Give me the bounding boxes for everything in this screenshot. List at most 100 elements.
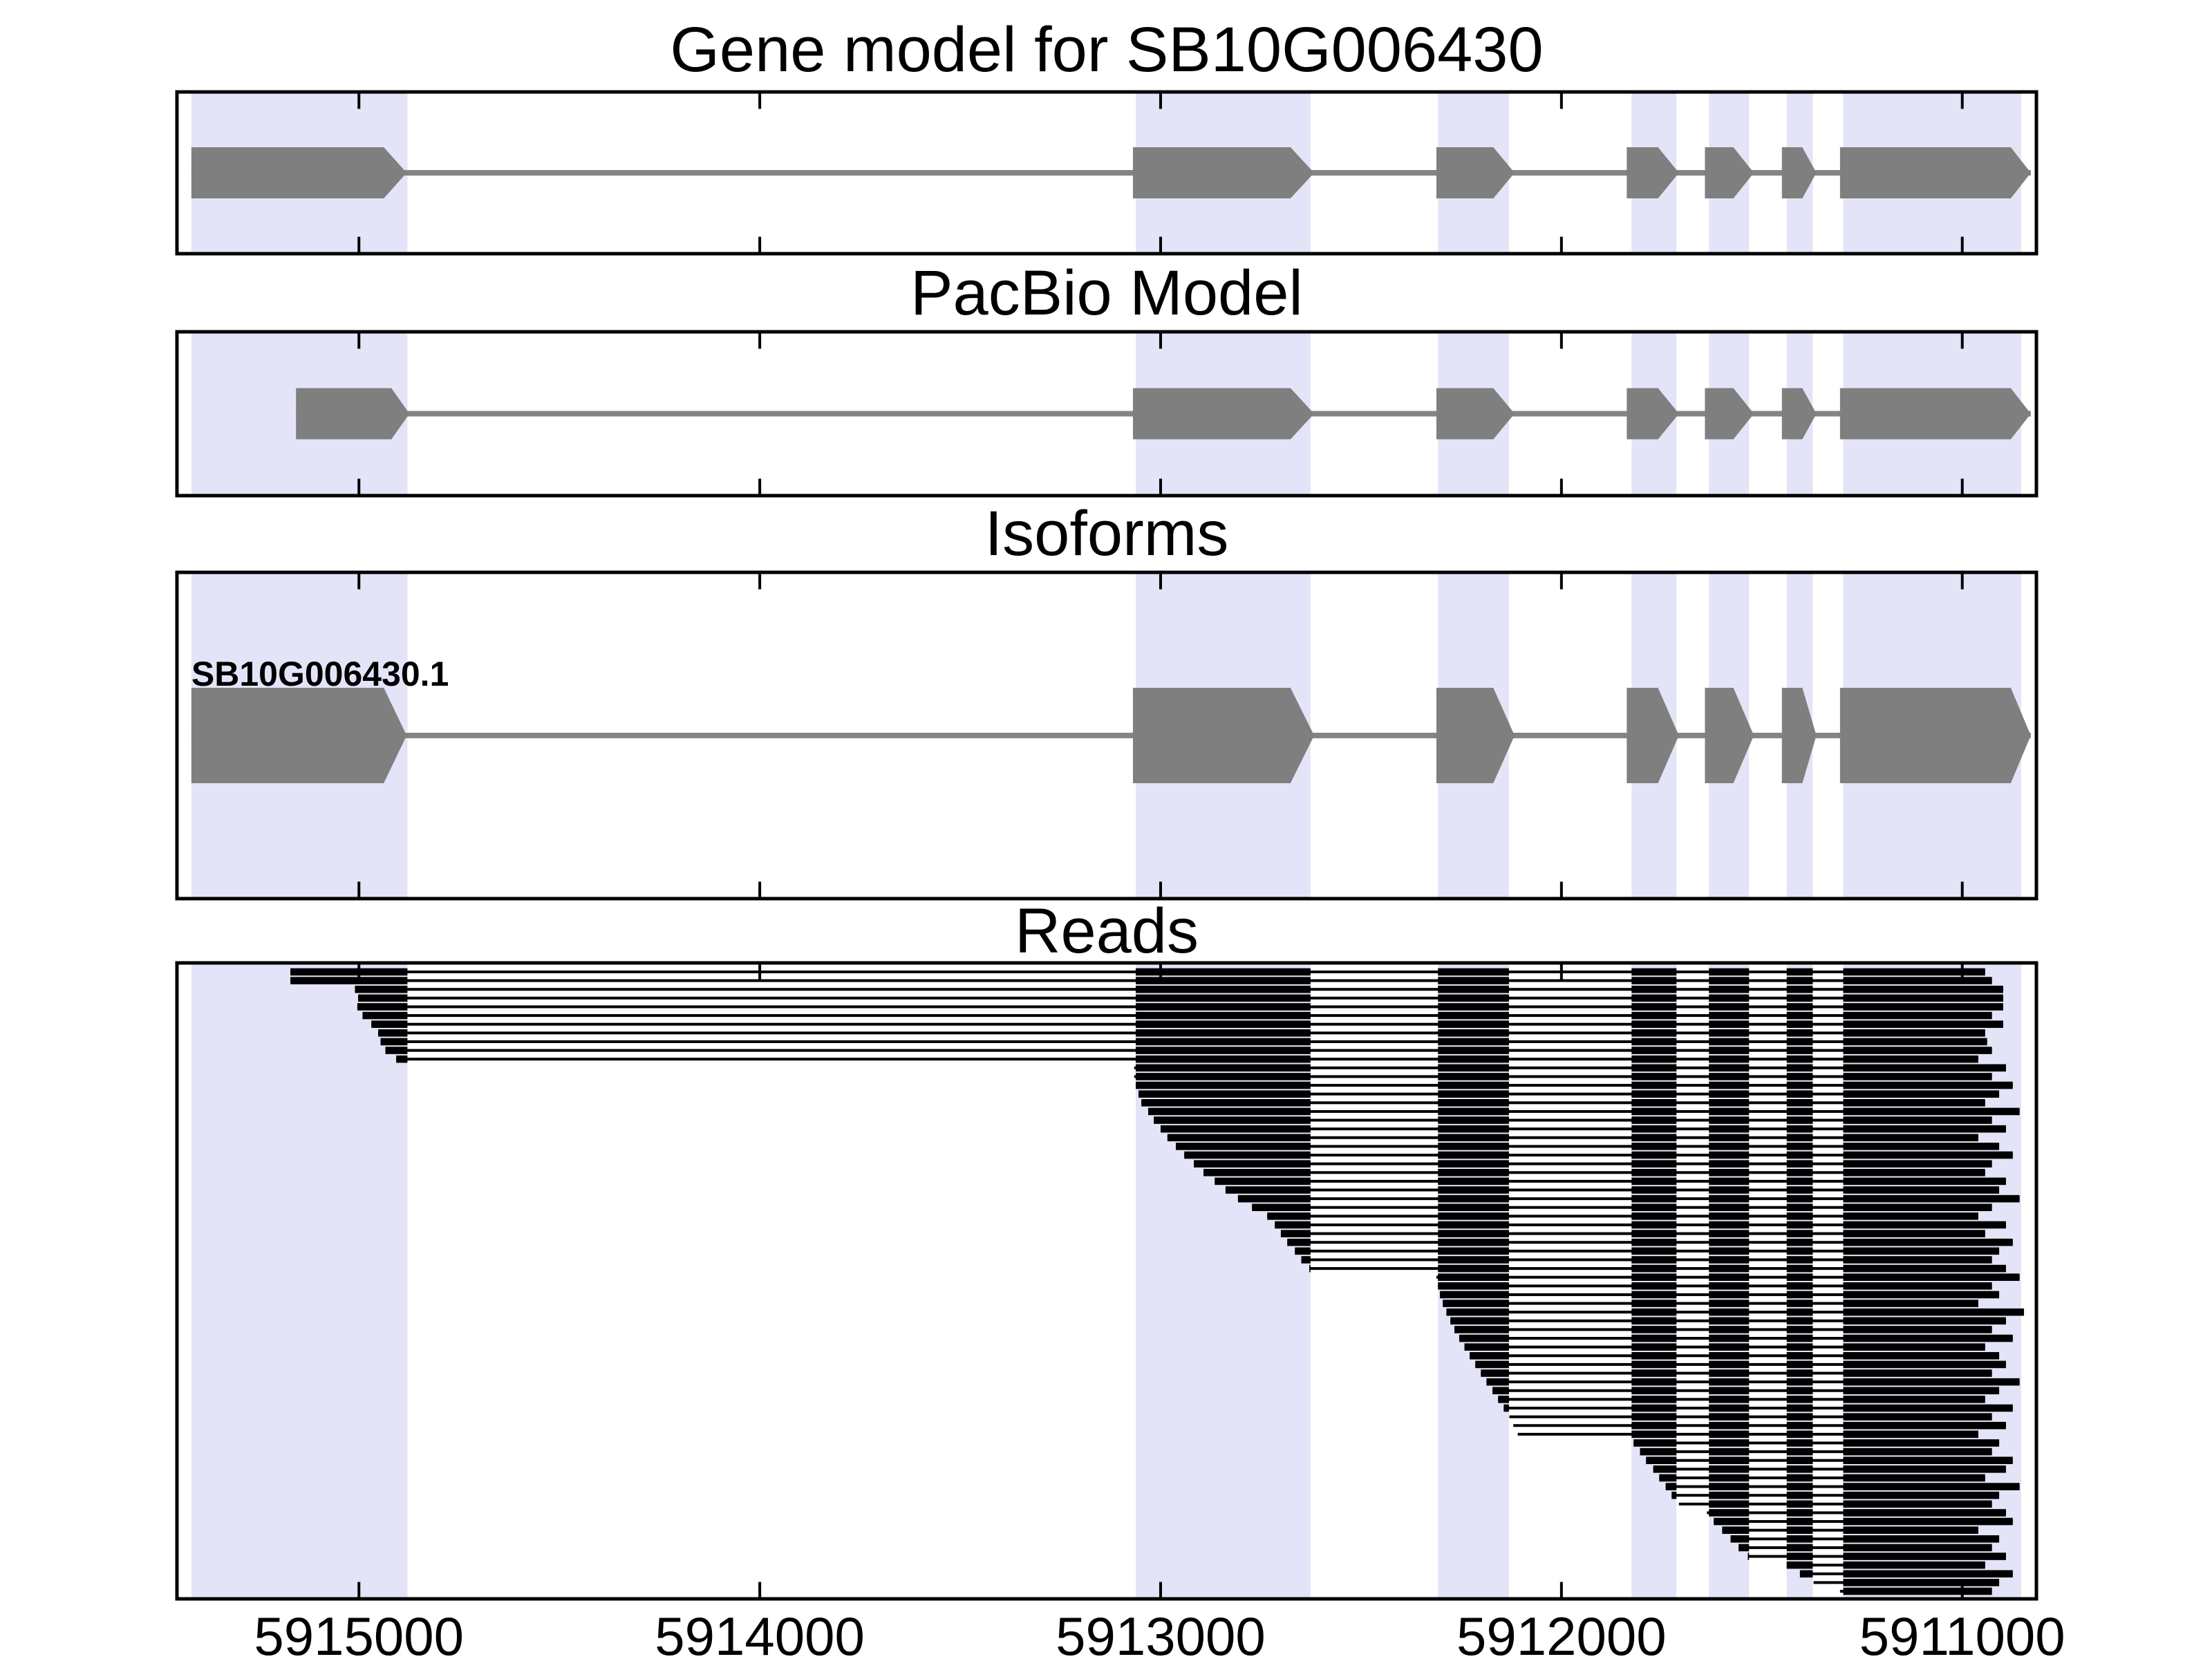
read-block xyxy=(1786,1561,1813,1569)
read-block xyxy=(1631,1308,1677,1316)
read-block xyxy=(1631,1055,1677,1063)
read-block xyxy=(1709,1064,1750,1072)
read-block xyxy=(1141,1099,1311,1107)
read-block xyxy=(1843,1491,2000,1499)
read-block xyxy=(1786,1430,1813,1438)
read-block xyxy=(1709,1509,1750,1517)
read-block xyxy=(1438,1194,1509,1203)
read-block xyxy=(1709,994,1750,1002)
read-block xyxy=(1438,1143,1509,1150)
read-block xyxy=(1136,1055,1311,1063)
axis-tick xyxy=(1559,574,1563,590)
read-block xyxy=(1709,1291,1750,1299)
read-line xyxy=(1176,1145,2000,1148)
read-block xyxy=(1843,1273,2020,1281)
axis-tick xyxy=(1559,333,1563,349)
read-block xyxy=(1786,1500,1813,1508)
read-block xyxy=(1631,1125,1677,1133)
read-block xyxy=(1631,1064,1677,1072)
read-block xyxy=(1136,1047,1311,1054)
read-block xyxy=(290,968,408,976)
read-block xyxy=(1640,1447,1677,1456)
read-block xyxy=(358,994,408,1002)
read-block xyxy=(1786,1300,1813,1307)
read-block xyxy=(1786,1230,1813,1237)
read-line xyxy=(1194,1162,1992,1165)
read-block xyxy=(1843,1509,2006,1517)
isoform-name-label: SB10G006430.1 xyxy=(191,655,449,693)
read-block xyxy=(1438,1073,1509,1080)
axis-tick xyxy=(1159,964,1162,980)
read-line xyxy=(1215,1179,2006,1183)
read-block xyxy=(1631,1238,1677,1246)
read-block xyxy=(1786,1134,1813,1142)
read-block xyxy=(1709,977,1750,984)
read-block xyxy=(1631,1282,1677,1290)
read-block xyxy=(1138,1090,1311,1098)
read-block xyxy=(1136,1073,1311,1080)
read-block xyxy=(1631,1378,1677,1386)
read-block xyxy=(1709,1474,1750,1482)
read-block xyxy=(1786,1177,1813,1185)
read-block xyxy=(1709,1143,1750,1150)
read-block xyxy=(1665,1483,1677,1490)
read-block xyxy=(1450,1317,1509,1325)
read-block xyxy=(1709,1125,1750,1133)
axis-tick xyxy=(1559,93,1563,109)
read-block xyxy=(1843,1474,1985,1482)
read-block xyxy=(1786,1160,1813,1168)
read-block xyxy=(1438,1212,1509,1220)
read-block xyxy=(1843,1561,1985,1569)
read-block xyxy=(1843,1413,1992,1421)
read-block xyxy=(1843,1570,2013,1578)
x-tick-label: 5915000 xyxy=(254,1606,465,1659)
read-block xyxy=(1438,1055,1509,1063)
axis-tick xyxy=(357,574,361,590)
read-block xyxy=(1631,1116,1677,1124)
read-block xyxy=(1287,1238,1311,1246)
read-block xyxy=(1438,1116,1509,1124)
read-block xyxy=(1843,1579,2000,1586)
read-block xyxy=(1136,1029,1311,1037)
read-block xyxy=(1709,1343,1750,1351)
read-block xyxy=(1843,1369,1992,1377)
read-block xyxy=(1438,1247,1509,1255)
read-block xyxy=(1786,1273,1813,1281)
axis-tick xyxy=(357,478,361,494)
read-block xyxy=(1709,968,1750,976)
read-block xyxy=(1443,1300,1509,1307)
axis-tick xyxy=(357,236,361,252)
axis-tick xyxy=(1159,93,1162,109)
read-block xyxy=(1438,1107,1509,1116)
read-line xyxy=(1267,1215,1978,1218)
read-block xyxy=(1786,1535,1813,1543)
read-block xyxy=(1843,1038,1987,1046)
read-block xyxy=(1843,1447,1992,1456)
read-block xyxy=(1631,1160,1677,1168)
x-tick-label: 5913000 xyxy=(1056,1606,1266,1659)
read-block xyxy=(1843,1194,2020,1203)
read-block xyxy=(1843,1011,1992,1020)
axis-tick xyxy=(1159,881,1162,897)
read-block xyxy=(1786,1020,1813,1029)
read-block xyxy=(1843,1247,2000,1255)
read-block xyxy=(1709,1020,1750,1029)
read-block xyxy=(1843,1334,2013,1342)
read-block xyxy=(1709,1160,1750,1168)
read-block xyxy=(1786,1011,1813,1020)
read-block xyxy=(1438,1256,1509,1264)
read-block xyxy=(1843,1326,1992,1333)
read-block xyxy=(1786,1334,1813,1342)
read-block xyxy=(1786,1517,1813,1526)
read-block xyxy=(1438,1081,1509,1089)
read-block xyxy=(1438,1168,1509,1177)
read-block xyxy=(1843,1526,1978,1534)
read-block xyxy=(1631,1300,1677,1307)
read-block xyxy=(1709,1439,1750,1447)
read-block xyxy=(1709,1413,1750,1421)
axis-tick xyxy=(1159,478,1162,494)
read-block xyxy=(1709,1334,1750,1342)
read-block xyxy=(1438,1134,1509,1142)
read-block xyxy=(1631,1256,1677,1264)
read-block xyxy=(1709,1212,1750,1220)
